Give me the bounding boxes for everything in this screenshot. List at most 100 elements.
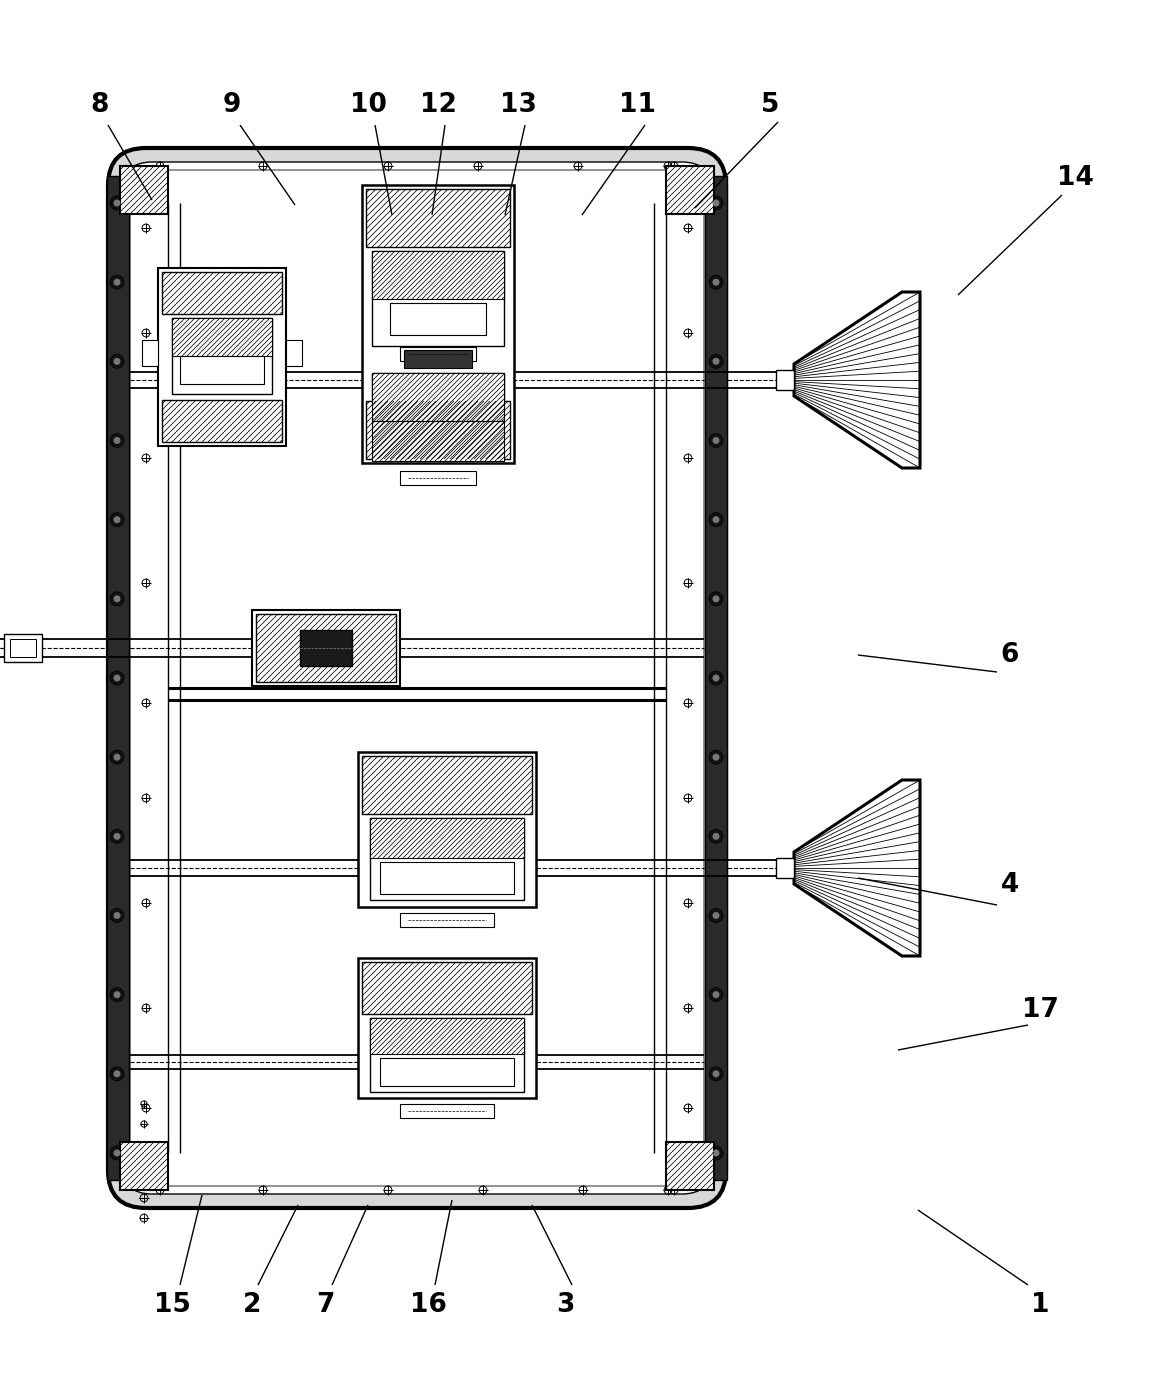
Text: 5: 5	[761, 92, 779, 119]
Bar	[369, 1018, 524, 1092]
Bar	[120, 166, 168, 214]
Bar	[300, 631, 352, 667]
Circle shape	[709, 751, 723, 765]
Circle shape	[709, 355, 723, 368]
Bar	[366, 189, 510, 247]
Circle shape	[712, 1071, 719, 1078]
FancyBboxPatch shape	[122, 161, 712, 1194]
Text: 2: 2	[243, 1292, 261, 1318]
Circle shape	[709, 592, 723, 606]
Bar	[363, 185, 514, 464]
Circle shape	[114, 1071, 121, 1078]
Bar	[401, 471, 477, 484]
Bar	[3, 633, 41, 662]
Circle shape	[110, 829, 124, 843]
Bar	[120, 1143, 168, 1190]
Text: 11: 11	[619, 92, 656, 119]
Bar	[372, 251, 504, 299]
Circle shape	[709, 196, 723, 210]
Bar	[369, 1018, 524, 1054]
Bar	[158, 268, 285, 446]
Circle shape	[114, 991, 121, 998]
Circle shape	[712, 437, 719, 444]
Bar	[162, 272, 282, 315]
Circle shape	[712, 991, 719, 998]
Bar	[372, 373, 504, 421]
Text: 12: 12	[420, 92, 457, 119]
Bar	[358, 958, 536, 1098]
Circle shape	[712, 753, 719, 760]
Bar	[252, 610, 401, 686]
Circle shape	[110, 355, 124, 368]
Text: 14: 14	[1057, 166, 1093, 190]
Circle shape	[110, 1067, 124, 1081]
Bar	[380, 1058, 514, 1086]
Circle shape	[110, 988, 124, 1002]
Circle shape	[110, 671, 124, 684]
Bar	[285, 339, 302, 366]
Circle shape	[110, 196, 124, 210]
Text: 8: 8	[91, 92, 109, 119]
Circle shape	[712, 1150, 719, 1156]
Bar	[776, 370, 794, 391]
Bar	[366, 402, 510, 460]
Bar	[372, 373, 504, 460]
Circle shape	[110, 1145, 124, 1161]
Bar	[107, 177, 129, 1180]
Circle shape	[114, 437, 121, 444]
Circle shape	[114, 675, 121, 682]
Circle shape	[110, 433, 124, 447]
Text: 6: 6	[1001, 642, 1019, 668]
Bar	[171, 317, 272, 356]
Circle shape	[709, 275, 723, 290]
Circle shape	[110, 908, 124, 922]
Circle shape	[712, 200, 719, 207]
Circle shape	[114, 279, 121, 286]
Text: 3: 3	[556, 1292, 574, 1318]
Circle shape	[712, 516, 719, 523]
Polygon shape	[794, 293, 920, 468]
Circle shape	[712, 595, 719, 602]
Bar	[171, 317, 272, 395]
Bar	[706, 177, 727, 1180]
Circle shape	[712, 834, 719, 840]
Bar	[162, 400, 282, 442]
Bar	[363, 962, 532, 1014]
Bar	[401, 1104, 494, 1118]
Circle shape	[110, 275, 124, 290]
Circle shape	[114, 595, 121, 602]
Circle shape	[709, 829, 723, 843]
Circle shape	[114, 753, 121, 760]
Bar	[256, 614, 396, 682]
Text: 1: 1	[1031, 1292, 1050, 1318]
Bar	[404, 351, 472, 368]
Circle shape	[709, 988, 723, 1002]
Circle shape	[709, 1067, 723, 1081]
Text: 17: 17	[1022, 996, 1059, 1023]
Circle shape	[110, 512, 124, 527]
Circle shape	[712, 675, 719, 682]
Circle shape	[110, 592, 124, 606]
Circle shape	[709, 908, 723, 922]
Bar	[666, 166, 714, 214]
Circle shape	[712, 357, 719, 364]
Bar	[358, 752, 536, 907]
Circle shape	[114, 834, 121, 840]
Text: 16: 16	[410, 1292, 447, 1318]
Circle shape	[114, 1150, 121, 1156]
Circle shape	[709, 512, 723, 527]
Circle shape	[114, 912, 121, 919]
Text: 13: 13	[500, 92, 536, 119]
Circle shape	[114, 357, 121, 364]
Circle shape	[114, 200, 121, 207]
Circle shape	[114, 516, 121, 523]
Bar	[180, 356, 264, 384]
Circle shape	[712, 279, 719, 286]
Text: 9: 9	[223, 92, 242, 119]
Polygon shape	[794, 780, 920, 956]
Bar	[372, 251, 504, 346]
Bar	[666, 1143, 714, 1190]
Bar	[10, 639, 36, 657]
Bar	[142, 339, 158, 366]
Circle shape	[110, 751, 124, 765]
